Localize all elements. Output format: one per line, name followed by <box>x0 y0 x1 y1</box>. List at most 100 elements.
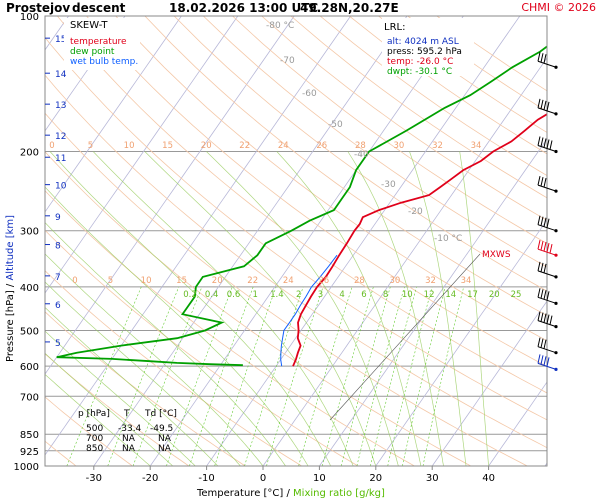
lrl-dwpt: dwpt: -30.1 °C <box>387 67 452 77</box>
mixing-ratio-label: 10 <box>402 290 413 300</box>
dry-adiabat-label: 32 <box>432 141 443 151</box>
isotherm-label: -80 °C <box>266 21 294 31</box>
isotherm-line <box>45 16 351 456</box>
mixing-ratio-line <box>166 286 233 466</box>
altitude-tick-label: 5 <box>55 339 61 349</box>
y-tick-label: 100 <box>20 12 39 23</box>
wind-barb <box>537 311 558 329</box>
wind-barb-flag <box>537 52 541 62</box>
wind-barb-flag <box>543 313 547 323</box>
wind-barb-flag <box>543 217 547 227</box>
altitude-tick-label: 15 <box>55 35 66 45</box>
wind-barb <box>537 176 558 193</box>
wind-barb-dot <box>554 301 558 305</box>
wind-barb <box>537 240 558 257</box>
table-cell: 700 <box>86 434 103 444</box>
moist-adiabat-line <box>45 373 151 466</box>
moist-adiabat-line <box>144 151 377 466</box>
wind-barb-dot <box>554 351 558 355</box>
dry-adiabat-line <box>45 311 246 466</box>
lrl-box <box>382 18 474 76</box>
wind-barb-flag <box>543 263 547 274</box>
moist-adiabat-line <box>45 281 241 466</box>
mixing-ratio-label: 14 <box>445 290 456 300</box>
y-axis-label: Pressure [hPa] / Altitude [km] <box>5 215 16 362</box>
altitude-tick-label: 8 <box>55 242 61 252</box>
mixing-ratio-label: 4 <box>339 290 344 300</box>
moist-adiabat-line <box>45 306 219 466</box>
wind-barb-flag <box>543 242 547 252</box>
wind-barb-flag <box>543 100 547 110</box>
mixing-ratio-line <box>402 286 446 466</box>
x-tick-label: 10 <box>313 473 326 484</box>
dry-adiabat-line <box>45 36 547 421</box>
wind-barb-dot <box>554 275 558 279</box>
table-header-td: Td [°C] <box>144 409 177 419</box>
wind-barb-flag <box>546 139 550 149</box>
wetbulb-line <box>280 254 338 367</box>
mixing-ratio-label: 17 <box>467 290 478 300</box>
isotherm-line <box>45 16 182 213</box>
legend-box <box>64 18 140 70</box>
wind-barb-dot <box>554 324 558 329</box>
mixing-ratio-line <box>370 286 417 466</box>
dry-adiabat-label: 24 <box>278 141 289 151</box>
wind-barb-flag <box>543 339 547 349</box>
dry-adiabat-line <box>45 190 415 466</box>
isotherm-label: -30 <box>381 180 396 190</box>
dry-adiabat-label: 0 <box>49 141 54 151</box>
dry-adiabat-label: 26 <box>318 276 329 286</box>
dry-adiabat-label: 15 <box>162 141 173 151</box>
lrl-title: LRL: <box>384 22 405 33</box>
wind-barb-flag <box>537 215 541 225</box>
wind-barb-flag <box>540 241 544 251</box>
wind-barb-flag <box>549 315 553 325</box>
altitude-tick-label: 9 <box>55 213 61 223</box>
altitude-tick-label: 13 <box>55 101 66 111</box>
moist-adiabat-line <box>276 151 422 466</box>
isotherm-label: -50 <box>328 120 343 130</box>
y-tick-label: 300 <box>20 227 39 238</box>
dry-adiabat-label: 5 <box>88 141 93 151</box>
wind-barb-flag <box>537 261 541 272</box>
mixing-ratio-label: 6 <box>361 290 366 300</box>
wind-barb-flag <box>537 288 541 298</box>
mxws-line <box>329 253 481 421</box>
moist-adiabat-line <box>459 151 489 466</box>
dry-adiabat-line <box>290 16 547 199</box>
mixing-ratio-line <box>132 286 203 466</box>
wind-barb-dot <box>554 65 558 69</box>
mixing-ratio-label: 0.4 <box>205 290 219 300</box>
x-tick-label: 20 <box>369 473 382 484</box>
dry-adiabat-label: 22 <box>239 141 250 151</box>
wind-barb-flag <box>537 136 541 146</box>
wind-barb-flag <box>543 138 547 148</box>
wind-barb-flag <box>537 176 541 186</box>
isotherm-line <box>149 16 464 466</box>
dry-adiabat-label: 34 <box>471 141 482 151</box>
moist-adiabat-line <box>206 151 399 466</box>
moist-adiabat-line <box>49 151 332 466</box>
dry-adiabat-line <box>261 16 547 221</box>
wind-barb-flag <box>543 178 547 188</box>
wind-barb-flag <box>537 354 541 364</box>
wind-barb-flag <box>537 311 541 321</box>
mixing-ratio-line <box>107 286 180 466</box>
dry-adiabat-line <box>86 16 547 367</box>
mixing-ratio-line <box>189 286 254 466</box>
isotherm-line <box>488 381 547 466</box>
mixing-ratio-line <box>322 286 374 466</box>
y-tick-label: 850 <box>20 430 39 441</box>
x-tick-label: -20 <box>142 473 158 484</box>
wind-barb-dot <box>554 253 558 257</box>
moist-adiabat-line <box>45 352 174 466</box>
wind-barb-flag <box>546 357 550 367</box>
header-credit: CHMI © 2026 <box>521 1 596 14</box>
wind-barb-flag <box>540 137 544 147</box>
dry-adiabat-label: 15 <box>176 276 187 286</box>
dry-adiabat-label: 26 <box>316 141 327 151</box>
wind-barb-flag <box>540 355 544 365</box>
altitude-tick-label: 12 <box>55 132 66 142</box>
mixing-ratio-line <box>422 286 464 466</box>
wind-barb <box>537 337 558 355</box>
